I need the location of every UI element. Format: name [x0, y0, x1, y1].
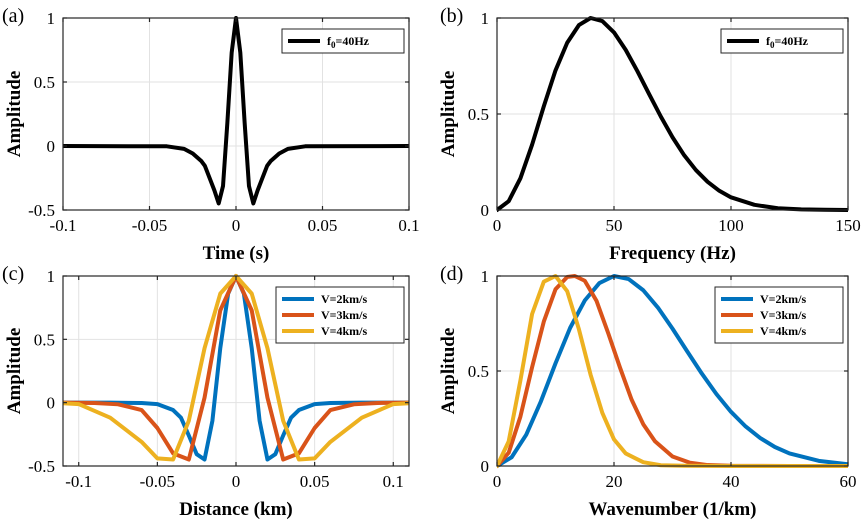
y-tick-label: 0.5 — [34, 73, 55, 92]
x-tick-label: 0 — [232, 216, 241, 235]
chart-panel-0: -0.1 -0.05 0 0.05 0.1 -0.5 0 0.5 1 Time (s) Amplit… — [2, 5, 420, 264]
panel-label: (a) — [2, 5, 24, 27]
y-tick-label: 0.5 — [468, 362, 489, 381]
legend: V=2km/s V=3km/s V=4km/s — [714, 286, 844, 344]
y-axis-label: Amplitude — [4, 328, 25, 415]
x-tick-label: 50 — [606, 216, 623, 235]
x-tick-label: 0.05 — [308, 216, 338, 235]
x-tick-label: -0.05 — [140, 472, 175, 491]
x-tick-label: 0.1 — [398, 216, 419, 235]
y-tick-label: 0.5 — [34, 330, 55, 349]
y-tick-label: -0.5 — [28, 201, 55, 220]
x-axis-label: Wavenumber (1/km) — [588, 499, 756, 520]
x-axis-label: Frequency (Hz) — [609, 243, 736, 264]
y-tick-label: 1 — [47, 267, 56, 286]
y-tick-label: 0.5 — [468, 105, 489, 124]
chart-panel-2: -0.1 -0.05 0 0.05 0.1 -0.5 0 0.5 1 Distance (km) A… — [2, 263, 410, 520]
legend-entry: f0=40Hz — [766, 34, 809, 50]
panel-label: (d) — [440, 263, 463, 285]
x-tick-label: 0 — [493, 216, 502, 235]
legend-entry: V=3km/s — [760, 308, 807, 322]
y-axis-label: Amplitude — [438, 71, 459, 158]
y-axis-label: Amplitude — [4, 71, 25, 158]
legend-entry: V=3km/s — [321, 308, 368, 322]
y-tick-label: 0 — [47, 394, 56, 413]
legend-entry: V=4km/s — [760, 324, 807, 338]
panel-label: (b) — [440, 5, 463, 27]
x-tick-label: 60 — [840, 472, 857, 491]
x-tick-label: 40 — [723, 472, 740, 491]
y-tick-label: -0.5 — [28, 457, 55, 476]
x-tick-label: 100 — [718, 216, 744, 235]
x-tick-label: 0 — [493, 472, 502, 491]
legend-entry: f0=40Hz — [327, 34, 370, 50]
y-tick-label: 0 — [47, 137, 56, 156]
legend-entry: V=2km/s — [321, 292, 368, 306]
x-tick-label: 0 — [232, 472, 241, 491]
y-tick-label: 1 — [47, 9, 56, 28]
x-axis-label: Time (s) — [203, 243, 270, 264]
chart-panel-1: 0 50 100 150 0 0.5 1 Frequency (Hz) Amplitude (b)… — [438, 5, 861, 264]
y-tick-label: 0 — [481, 201, 490, 220]
legend: V=2km/s V=3km/s V=4km/s — [275, 286, 405, 344]
y-tick-label: 0 — [481, 457, 490, 476]
x-tick-label: 0.1 — [383, 472, 404, 491]
x-tick-label: 0.05 — [300, 472, 330, 491]
x-tick-label: -0.05 — [132, 216, 167, 235]
x-tick-label: -0.1 — [50, 216, 77, 235]
legend-entry: V=4km/s — [321, 324, 368, 338]
x-axis-label: Distance (km) — [179, 499, 292, 520]
legend-entry: V=2km/s — [760, 292, 807, 306]
chart-panel-3: 0 20 40 60 0 0.5 1 Wavenumber (1/km) Amplitude (d… — [438, 263, 857, 520]
series-line-0 — [497, 16, 848, 212]
y-tick-label: 1 — [481, 9, 490, 28]
legend: f0=40Hz — [281, 28, 405, 54]
x-tick-label: 20 — [606, 472, 623, 491]
x-tick-label: 150 — [835, 216, 861, 235]
series-line-0 — [497, 274, 848, 468]
y-tick-label: 1 — [481, 267, 490, 286]
legend: f0=40Hz — [720, 28, 844, 54]
x-tick-label: -0.1 — [65, 472, 92, 491]
panel-label: (c) — [2, 263, 24, 285]
y-axis-label: Amplitude — [438, 328, 459, 415]
